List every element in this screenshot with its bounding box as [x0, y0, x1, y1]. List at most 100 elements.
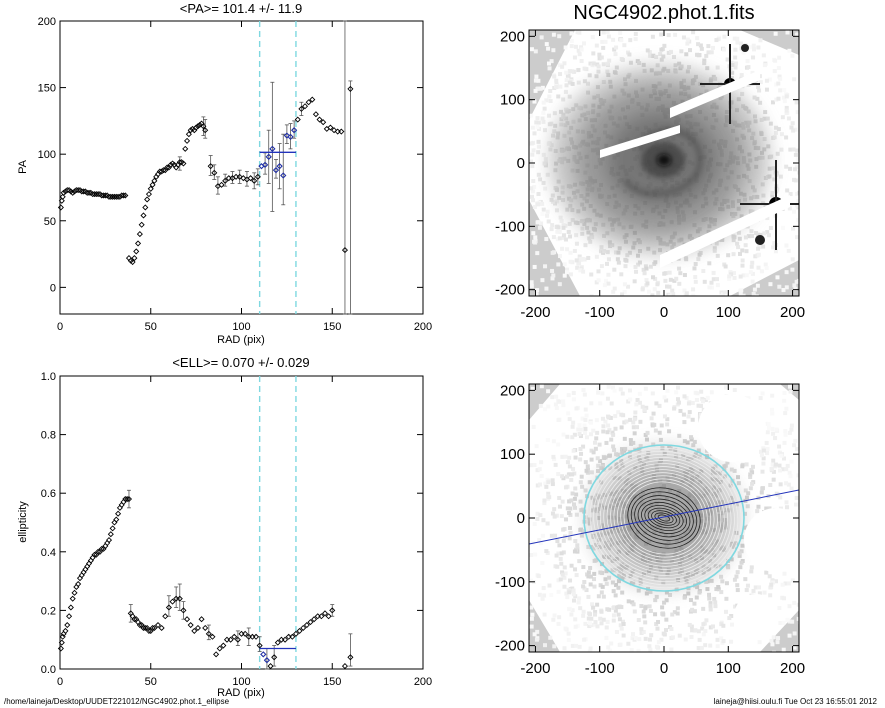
isophote-ellipses: [586, 447, 742, 589]
pa-data-point: [144, 196, 151, 203]
pa-data-point: [59, 193, 66, 200]
pa-data-point: [280, 172, 287, 179]
img1-x-tick-label: -200: [520, 304, 550, 321]
img1-y-tick-label: 100: [500, 92, 525, 109]
ell-data-point: [67, 604, 74, 611]
pa-data-point: [316, 116, 323, 123]
ellipse-fit-axes: -200 -100 0 100 200 -200 -100 0 100 200: [495, 382, 805, 677]
outer-ellipse: [583, 444, 745, 592]
pa-data-point: [211, 169, 218, 176]
img1-x-tick-label: -100: [585, 304, 615, 321]
ell-data-point: [124, 496, 131, 503]
pa-data-point: [265, 153, 272, 160]
ell-data-point: [321, 610, 329, 617]
ell-data-point: [109, 525, 116, 532]
pa-data-point: [301, 103, 309, 110]
ell-data-point: [111, 519, 118, 526]
pa-data-point: [236, 173, 243, 180]
ell-data-point: [84, 563, 91, 570]
pa-data-point: [185, 131, 192, 138]
ell-data-point: [118, 501, 125, 508]
pa-data-point: [287, 133, 294, 140]
ell-y-tick-label: 1.0: [41, 371, 56, 383]
ell-data-point: [329, 607, 336, 614]
pa-data-point: [207, 163, 214, 170]
img2-y-tick-label: -200: [495, 638, 525, 655]
ell-data-point: [307, 619, 314, 626]
ell-data-point: [91, 551, 98, 558]
ell-data-point: [145, 627, 152, 634]
pa-data-point: [338, 128, 345, 135]
ell-plot-frame: [59, 375, 424, 670]
pa-data-point: [64, 187, 71, 194]
ell-data-point: [105, 537, 113, 544]
ell-data-point: [116, 504, 123, 511]
ell-data-point: [231, 633, 238, 640]
ell-data-point: [71, 589, 78, 596]
ell-x-axis-label: RAD (pix): [217, 687, 265, 699]
ell-data-point: [209, 633, 216, 640]
img1-x-tick-label: 100: [716, 304, 741, 321]
ell-data-point: [125, 496, 133, 503]
pa-data-point: [291, 127, 298, 134]
img2-x-tick-label: 100: [716, 660, 741, 677]
img2-x-tick-label: -100: [585, 660, 615, 677]
pa-data-point: [176, 159, 183, 166]
ell-y-tick-label: 0.4: [41, 547, 56, 559]
ell-data-point: [318, 613, 325, 620]
pa-x-tick-label: 100: [232, 321, 250, 333]
pa-data-point: [80, 188, 87, 195]
ell-data-point: [271, 654, 278, 661]
img1-y-tick-label: 0: [517, 155, 525, 172]
ell-data-point: [187, 622, 194, 629]
pa-data-point: [312, 111, 319, 118]
ell-data-point: [149, 624, 156, 632]
ellipse-fit-panel: -200 -100 0 100 200 -200 -100 0 100 200: [495, 382, 805, 677]
ell-data-point: [347, 654, 354, 661]
ell-x-tick-label: 0: [57, 676, 63, 688]
pa-data-point: [247, 175, 254, 182]
ell-y-tick-label: 0.6: [41, 488, 56, 500]
pa-y-tick-label: 150: [38, 83, 56, 95]
pa-data-point: [75, 187, 82, 194]
pa-data-point: [142, 204, 149, 211]
pa-line: [529, 489, 799, 545]
ell-data-point: [289, 633, 296, 640]
ell-data-point: [252, 633, 260, 640]
ell-data-point: [198, 616, 205, 623]
pa-data-point: [305, 99, 312, 106]
ell-data-point: [102, 542, 109, 549]
ell-data-point: [78, 572, 85, 579]
pa-data-point: [194, 123, 201, 130]
ell-data-point: [115, 510, 122, 517]
ell-data-point: [162, 613, 169, 620]
img2-y-tick-label: -100: [495, 574, 525, 591]
pa-data-point: [57, 204, 64, 211]
ell-data-point: [57, 645, 64, 652]
pa-data-point: [262, 161, 269, 168]
ell-data-point: [267, 663, 274, 670]
ell-y-tick-label: 0.2: [41, 605, 56, 617]
ell-data-point: [87, 557, 94, 564]
ell-data-point: [311, 616, 318, 623]
ell-data-point: [86, 560, 93, 567]
pa-plot-frame: [59, 20, 424, 315]
ell-data-point: [292, 630, 299, 637]
ell-y-axis-label: ellipticity: [17, 501, 29, 543]
pa-data-point: [276, 163, 283, 170]
pa-data-point: [294, 116, 301, 123]
pa-data-point: [60, 189, 67, 196]
ell-data-point: [213, 651, 220, 658]
ell-data-point: [104, 539, 111, 547]
pa-x-tick-label: 150: [323, 321, 341, 333]
ell-data-point: [325, 613, 332, 620]
ell-data-point: [69, 595, 76, 602]
ell-y-tick-label: 0.0: [41, 664, 56, 676]
pa-x-axis-label: RAD (pix): [217, 334, 265, 346]
ell-data-point: [165, 604, 172, 611]
ell-data-point: [176, 595, 183, 602]
pa-data-point: [184, 137, 191, 144]
ell-data-point: [227, 636, 234, 643]
pa-profile-plot: <PA>= 101.4 +/- 11.9 RAD (pix) PA 0 50 100…: [17, 1, 432, 346]
